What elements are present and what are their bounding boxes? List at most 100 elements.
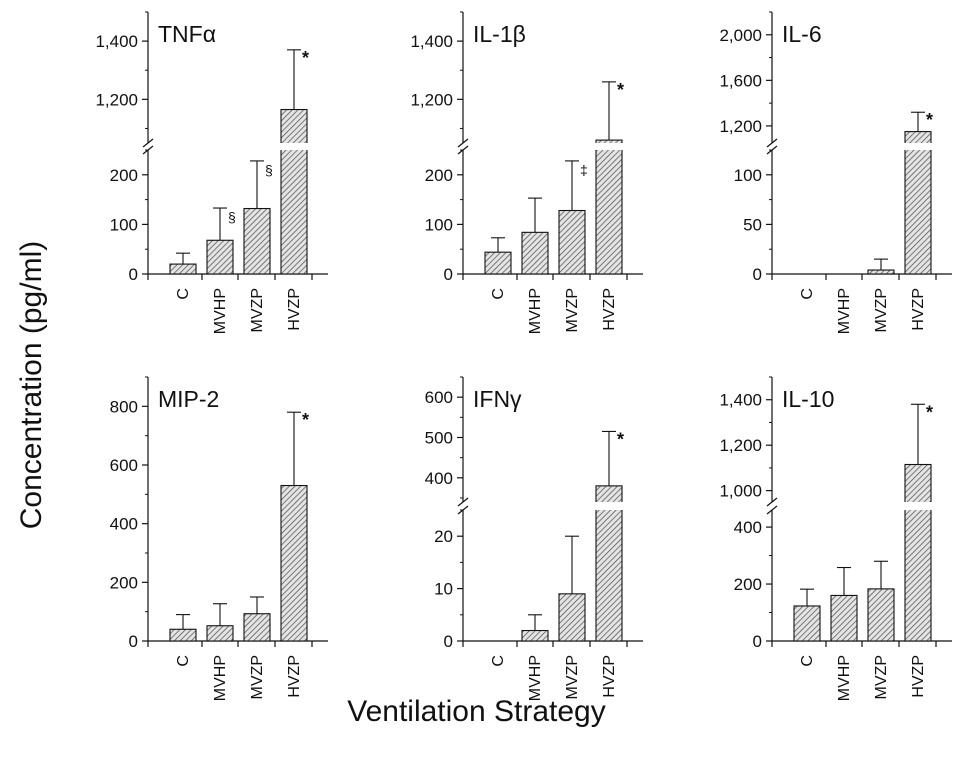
- significance-marker: *: [302, 410, 309, 430]
- y-axis-title: Concentration (pg/ml): [12, 210, 52, 560]
- bar: [595, 139, 623, 275]
- bar: [280, 484, 308, 642]
- y-tick-label: 1,200: [719, 436, 762, 455]
- y-tick-label: 200: [110, 166, 138, 185]
- bar: [904, 463, 932, 642]
- axis-break-mark: [766, 505, 778, 515]
- y-tick-label: 200: [425, 166, 453, 185]
- y-tick-label: 0: [129, 632, 138, 651]
- x-tick-label: C: [175, 655, 192, 667]
- y-tick-label: 1,200: [95, 90, 138, 109]
- axis-break-mark: [457, 497, 469, 507]
- axis-break-mark: [766, 138, 778, 148]
- y-tick-label: 10: [434, 580, 453, 599]
- x-tick-label: HVZP: [910, 655, 927, 698]
- bar-break-gap: [595, 143, 623, 150]
- bar: [595, 485, 623, 642]
- x-tick-label: HVZP: [286, 655, 303, 698]
- significance-marker: *: [926, 402, 933, 422]
- chart-title: IL-6: [782, 21, 822, 47]
- y-tick-label: 200: [110, 573, 138, 592]
- y-tick-label: 1,200: [719, 117, 762, 136]
- bar: [867, 269, 895, 275]
- x-tick-label: MVHP: [527, 655, 544, 701]
- x-tick-label: MVHP: [527, 288, 544, 334]
- y-tick-label: 50: [743, 215, 762, 234]
- x-tick-label: C: [799, 655, 816, 667]
- chart-panel-3: 0 50 100 1,200 1,600 2,000 C MVHP MVZP * HVZP IL-6: [719, 11, 952, 334]
- axis-break-mark: [457, 138, 469, 148]
- x-tick-label: HVZP: [601, 288, 618, 331]
- bar: [169, 263, 197, 275]
- chart-title: MIP-2: [158, 386, 219, 412]
- significance-marker: *: [617, 429, 624, 449]
- x-tick-label: C: [490, 655, 507, 667]
- significance-marker: *: [617, 80, 624, 100]
- bar: [521, 629, 549, 642]
- chart-title: IL-1β: [473, 21, 526, 47]
- significance-marker: §: [228, 209, 236, 225]
- x-tick-label: MVZP: [873, 288, 890, 332]
- axis-break-mark: [766, 497, 778, 507]
- bar: [558, 593, 586, 642]
- significance-marker: ‡: [580, 162, 588, 178]
- x-tick-label: MVZP: [249, 655, 266, 699]
- bar-break-gap: [280, 143, 308, 150]
- chart-title: TNFα: [158, 21, 216, 47]
- chart-panel-1: 0 100 200 1,200 1,400 C § MVHP § MVZP * HVZP TNFα: [95, 11, 328, 334]
- x-tick-label: MVZP: [564, 288, 581, 332]
- x-tick-label: MVZP: [873, 655, 890, 699]
- y-axis-title-text: Concentration (pg/ml): [15, 240, 48, 530]
- bar: [830, 594, 858, 642]
- x-tick-label: C: [175, 288, 192, 300]
- x-tick-label: C: [490, 288, 507, 300]
- x-axis-title: Ventilation Strategy: [347, 695, 606, 728]
- bar: [867, 588, 895, 642]
- bar: [280, 108, 308, 275]
- chart-panel-5: 0 10 20 400 500 600 C MVHP MVZP * HVZP IFNγ: [425, 376, 643, 701]
- y-tick-label: 600: [425, 388, 453, 407]
- y-tick-label: 100: [110, 215, 138, 234]
- bar: [793, 605, 821, 642]
- bar-break-gap: [595, 502, 623, 510]
- y-tick-label: 400: [425, 469, 453, 488]
- axis-break-mark: [142, 138, 154, 148]
- y-tick-label: 1,600: [719, 71, 762, 90]
- bar: [243, 207, 271, 275]
- y-tick-label: 800: [110, 397, 138, 416]
- bar: [169, 628, 197, 642]
- x-tick-label: HVZP: [910, 288, 927, 331]
- bar-break-gap: [904, 143, 932, 150]
- chart-title: IFNγ: [473, 386, 522, 412]
- y-tick-label: 500: [425, 428, 453, 447]
- x-tick-label: MVHP: [836, 655, 853, 701]
- y-tick-label: 400: [110, 515, 138, 534]
- x-tick-label: MVHP: [212, 288, 229, 334]
- y-tick-label: 200: [734, 575, 762, 594]
- y-tick-label: 1,200: [410, 90, 453, 109]
- significance-marker: *: [302, 48, 309, 68]
- y-tick-label: 1,400: [95, 32, 138, 51]
- y-tick-label: 0: [753, 632, 762, 651]
- y-tick-label: 1,400: [410, 32, 453, 51]
- y-tick-label: 0: [444, 265, 453, 284]
- y-tick-label: 100: [425, 215, 453, 234]
- bar: [243, 613, 271, 642]
- chart-panel-2: 0 100 200 1,200 1,400 C MVHP ‡ MVZP * HVZP IL-1β: [410, 11, 643, 334]
- significance-marker: *: [926, 110, 933, 130]
- x-tick-label: MVHP: [836, 288, 853, 334]
- y-tick-label: 0: [129, 265, 138, 284]
- bar: [206, 625, 234, 642]
- bar: [206, 239, 234, 275]
- y-tick-label: 0: [444, 632, 453, 651]
- bar-break-gap: [904, 502, 932, 510]
- bar: [484, 251, 512, 275]
- x-tick-label: MVZP: [249, 288, 266, 332]
- y-tick-label: 20: [434, 527, 453, 546]
- y-tick-label: 1,000: [719, 482, 762, 501]
- x-tick-label: MVHP: [212, 655, 229, 701]
- y-tick-label: 0: [753, 265, 762, 284]
- x-tick-label: MVZP: [564, 655, 581, 699]
- y-tick-label: 600: [110, 456, 138, 475]
